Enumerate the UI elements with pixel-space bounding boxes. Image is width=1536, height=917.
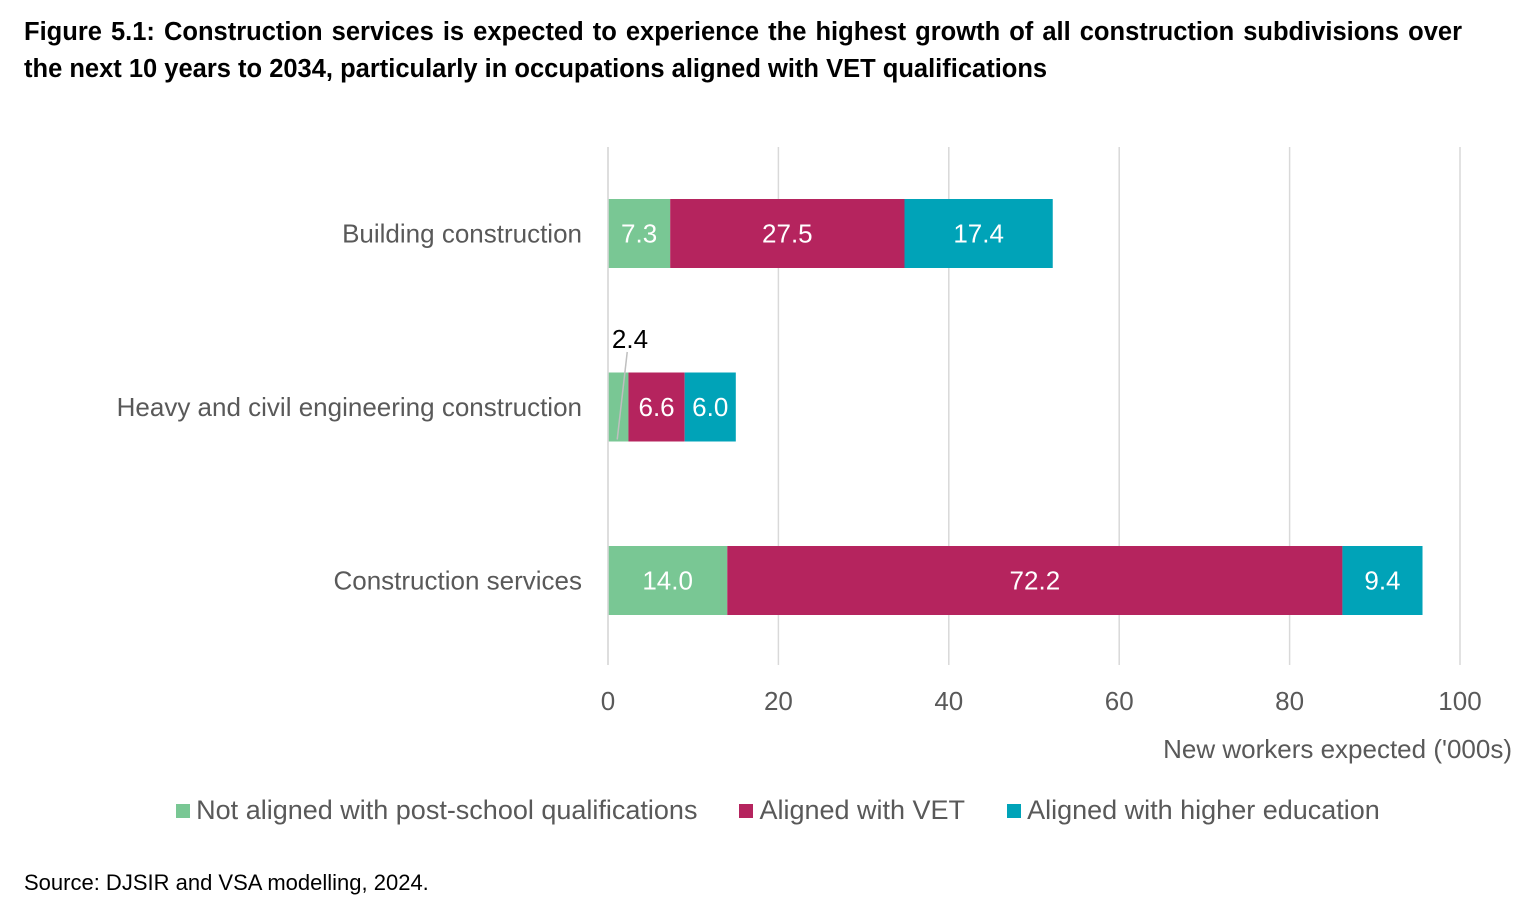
data-label: 9.4 — [1364, 566, 1400, 596]
x-tick-label: 80 — [1275, 686, 1304, 716]
bar-segment — [904, 199, 1053, 268]
legend-label: Aligned with VET — [759, 795, 966, 825]
x-tick-label: 20 — [764, 686, 793, 716]
legend-item: Aligned with higher education — [1007, 795, 1380, 826]
chart-title: Figure 5.1: Construction services is exp… — [24, 18, 1462, 83]
x-tick-label: 60 — [1105, 686, 1134, 716]
bar-segment — [608, 199, 671, 268]
bar-segment — [628, 372, 685, 442]
category-label: Construction services — [333, 566, 582, 596]
legend-label: Aligned with higher education — [1027, 795, 1380, 825]
data-label: 2.4 — [612, 324, 648, 354]
legend-swatch — [176, 803, 191, 818]
legend-item: Aligned with VET — [739, 795, 965, 826]
bar-segment — [1342, 546, 1423, 615]
legend-item: Not aligned with post-school qualificati… — [176, 795, 697, 826]
data-label: 27.5 — [762, 219, 813, 249]
legend-swatch — [1007, 803, 1022, 818]
legend-label: Not aligned with post-school qualificati… — [196, 795, 698, 825]
source-note: Source: DJSIR and VSA modelling, 2024. — [24, 870, 429, 895]
category-label: Building construction — [342, 219, 582, 249]
data-label: 17.4 — [953, 219, 1004, 249]
x-tick-label: 0 — [601, 686, 615, 716]
bar-segment — [670, 199, 905, 268]
leader-line — [616, 351, 628, 440]
x-tick-label: 40 — [934, 686, 963, 716]
bar-segment — [727, 546, 1343, 615]
legend-swatch — [739, 803, 754, 818]
data-label: 14.0 — [642, 566, 693, 596]
category-label: Heavy and civil engineering construction — [117, 392, 582, 422]
bar-segment — [684, 372, 736, 442]
x-tick-label: 100 — [1438, 686, 1481, 716]
legend: Not aligned with post-school qualificati… — [0, 795, 1536, 826]
data-label: 6.6 — [638, 392, 674, 422]
x-axis-title: New workers expected ('000s) — [1163, 734, 1512, 764]
data-label: 6.0 — [692, 392, 728, 422]
data-label: 72.2 — [1010, 566, 1061, 596]
data-label: 7.3 — [621, 219, 657, 249]
bar-segment — [608, 546, 728, 615]
